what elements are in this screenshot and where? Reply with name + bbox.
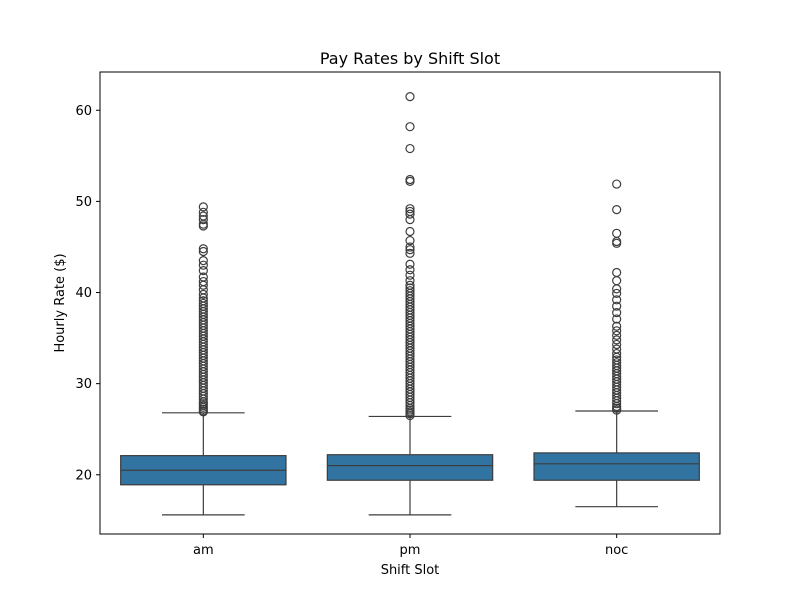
y-tick-label: 30 — [75, 377, 92, 392]
outlier-point-noc — [612, 355, 622, 365]
outlier-point-noc — [612, 288, 622, 299]
outlier-point-am — [198, 266, 208, 276]
x-axis-label: Shift Slot — [381, 563, 440, 578]
outlier-point-noc — [612, 321, 622, 331]
outlier-point-pm — [405, 265, 415, 275]
outlier-point-pm — [405, 143, 415, 154]
x-tick-label: pm — [400, 543, 421, 558]
x-tick-label: noc — [605, 543, 628, 558]
outlier-point-am — [198, 256, 208, 266]
outlier-point-noc — [612, 314, 622, 324]
outlier-point-noc — [612, 267, 622, 278]
outlier-point-noc — [612, 344, 622, 354]
outlier-point-pm — [405, 276, 415, 286]
outlier-point-pm — [405, 206, 415, 217]
axes: 20 30 40 50 60 am pm noc — [75, 104, 628, 558]
outlier-point-pm — [405, 245, 415, 255]
box-noc — [533, 452, 700, 481]
outlier-point-pm — [405, 280, 415, 290]
outlier-point-pm — [405, 226, 415, 237]
outlier-point-am — [198, 244, 208, 254]
plot-area — [120, 92, 700, 516]
outlier-point-am — [198, 298, 208, 309]
outlier-point-noc — [612, 301, 622, 311]
outlier-point-noc — [612, 228, 622, 238]
outlier-point-noc — [612, 307, 622, 318]
outlier-point-noc — [612, 339, 622, 350]
outlier-point-pm — [405, 122, 415, 132]
y-tick-label: 40 — [75, 286, 92, 301]
outlier-point-pm — [405, 270, 415, 280]
outlier-point-pm — [405, 209, 415, 219]
outlier-point-am — [198, 272, 208, 282]
outlier-point-pm — [405, 235, 415, 246]
outlier-point-noc — [612, 335, 622, 345]
outlier-point-pm — [405, 242, 415, 252]
box-group-noc — [533, 179, 700, 508]
y-tick-label: 50 — [75, 195, 92, 210]
y-tick-label: 20 — [75, 468, 92, 483]
outlier-point-pm — [405, 92, 415, 102]
outlier-point-noc — [612, 330, 622, 340]
outlier-point-noc — [612, 204, 622, 215]
outlier-point-pm — [405, 286, 415, 296]
outlier-point-noc — [612, 238, 622, 248]
outlier-point-pm — [405, 176, 415, 186]
outlier-point-noc — [612, 276, 622, 286]
box-pm — [326, 454, 494, 481]
outlier-point-am — [198, 246, 208, 257]
box-group-pm — [326, 92, 494, 516]
outlier-point-am — [198, 296, 208, 306]
outlier-point-noc — [612, 179, 622, 189]
outlier-point-am — [198, 202, 208, 212]
outlier-point-noc — [612, 236, 622, 247]
outlier-point-am — [198, 207, 208, 217]
outlier-point-pm — [405, 204, 415, 214]
outlier-point-noc — [612, 358, 622, 368]
outlier-point-noc — [612, 295, 622, 305]
outlier-point-am — [198, 211, 208, 221]
outlier-point-am — [198, 260, 208, 270]
outlier-point-pm — [405, 259, 415, 269]
y-tick-label: 60 — [75, 104, 92, 119]
box-group-am — [120, 202, 287, 516]
outlier-point-am — [198, 289, 208, 299]
outlier-point-noc — [612, 348, 622, 359]
outlier-point-noc — [612, 326, 622, 336]
chart-title: Pay Rates by Shift Slot — [320, 49, 500, 68]
y-axis-label: Hourly Rate ($) — [53, 253, 68, 352]
outlier-point-pm — [405, 174, 415, 185]
outlier-point-pm — [405, 283, 415, 293]
outlier-point-am — [198, 215, 208, 225]
x-tick-label: am — [193, 543, 214, 558]
outlier-point-pm — [405, 248, 415, 258]
outlier-point-am — [198, 276, 208, 287]
